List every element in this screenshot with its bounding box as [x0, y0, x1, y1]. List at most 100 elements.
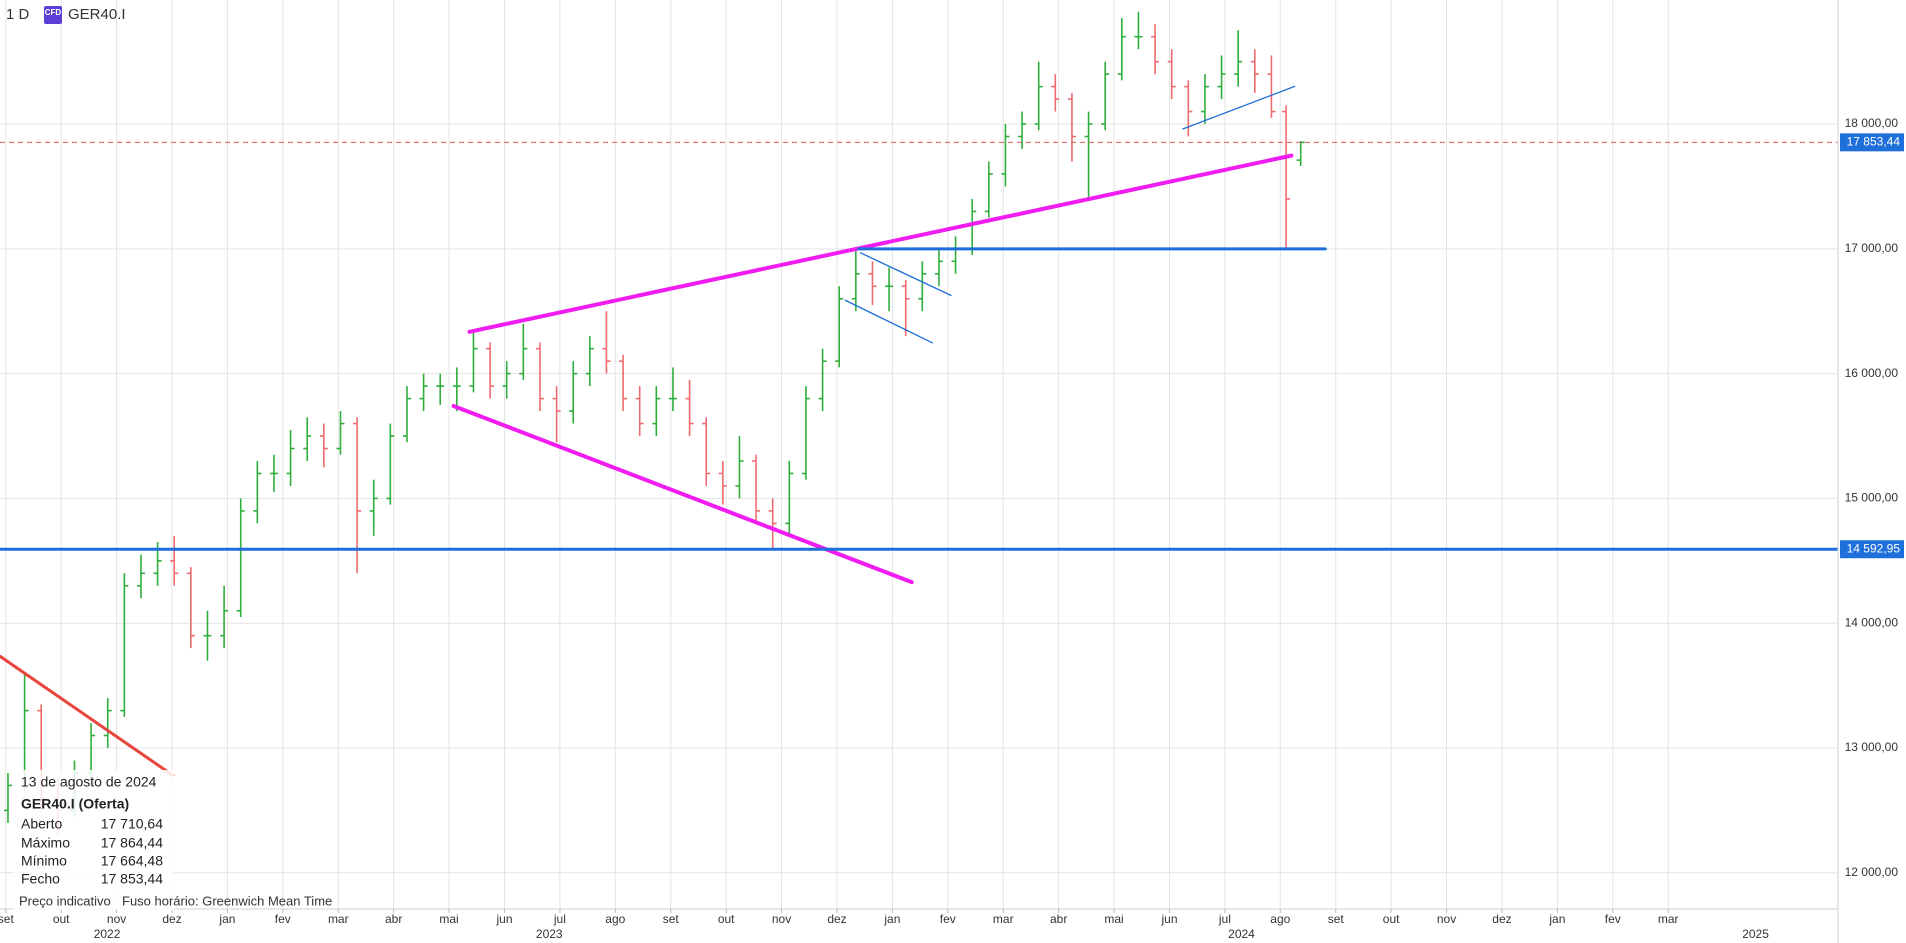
price-bar — [635, 386, 644, 437]
price-bar — [585, 336, 594, 387]
price-bar — [1018, 111, 1027, 150]
price-bar — [519, 323, 528, 380]
x-tick-label: mai — [439, 912, 458, 926]
tooltip-value: 17 710,64 — [101, 816, 163, 832]
price-bar — [885, 267, 894, 312]
price-bar — [818, 348, 827, 412]
tooltip-bg — [14, 770, 174, 910]
price-bar — [419, 373, 428, 412]
x-tick-label: jan — [218, 912, 235, 926]
x-tick-label: dez — [1492, 912, 1511, 926]
timezone: Fuso horário: Greenwich Mean Time — [122, 893, 332, 908]
price-bar — [353, 417, 362, 574]
tooltip: 13 de agosto de 2024 GER40.I (Oferta) Ab… — [14, 770, 174, 910]
axes: 12 000,00 13 000,00 14 000,00 15 000,00 16 0… — [0, 116, 1904, 941]
y-tick-label: 18 000,00 — [1845, 116, 1899, 130]
price-bar — [1267, 55, 1276, 118]
price-bar — [1101, 61, 1110, 131]
price-bar — [1134, 11, 1143, 50]
price-bar — [220, 585, 229, 649]
y-tick-label: 12 000,00 — [1845, 865, 1899, 879]
price-bar — [552, 386, 561, 443]
footer-note: Preço indicativo — [19, 893, 111, 908]
y-tick-label: 16 000,00 — [1845, 366, 1899, 380]
price-bar — [901, 280, 910, 337]
x-tick-label: out — [53, 912, 70, 926]
price-bar — [286, 429, 295, 486]
price-bar — [1282, 105, 1291, 249]
tooltip-value: 17 664,48 — [101, 853, 163, 869]
year-label: 2023 — [536, 927, 563, 941]
y-tick-label: 13 000,00 — [1845, 740, 1899, 754]
x-tick-label: fev — [275, 912, 291, 926]
x-tick-label: dez — [162, 912, 181, 926]
x-tick-label: ago — [605, 912, 625, 926]
price-level-label: 17 853,44 — [1847, 135, 1901, 149]
symbol[interactable]: GER40.I — [68, 6, 126, 23]
price-bar — [835, 286, 844, 368]
price-level-box — [1840, 540, 1904, 559]
price-bar — [918, 261, 927, 312]
price-level-box — [1840, 133, 1904, 152]
x-tick-label: fev — [940, 912, 956, 926]
symbol-icon — [44, 6, 62, 24]
price-bar — [186, 567, 195, 649]
price-bar — [668, 367, 677, 412]
tooltip-value: 17 853,44 — [101, 871, 163, 887]
price-bar — [1234, 30, 1243, 87]
y-tick-label: 14 000,00 — [1845, 615, 1899, 629]
price-bar — [319, 423, 328, 468]
x-tick-label: mar — [993, 912, 1014, 926]
x-tick-label: set — [0, 912, 14, 926]
grid — [0, 0, 1838, 909]
x-tick-label: jan — [883, 912, 900, 926]
x-tick-label: fev — [1605, 912, 1621, 926]
x-tick-label: abr — [1050, 912, 1067, 926]
x-tick-label: mai — [1104, 912, 1123, 926]
trend-line — [451, 403, 914, 585]
tooltip-label: Fecho — [21, 871, 60, 887]
price-bar — [203, 610, 212, 661]
trend-line — [0, 654, 175, 777]
price-bar — [236, 498, 245, 617]
price-bar — [436, 373, 445, 405]
tooltip-symbol: GER40.I (Oferta) — [21, 796, 129, 812]
x-tick-label: out — [1383, 912, 1400, 926]
symbol-badge: CFD — [45, 8, 62, 17]
price-bar — [619, 354, 628, 412]
price-bar — [253, 460, 262, 524]
price-bar — [469, 329, 478, 393]
x-tick-label: abr — [385, 912, 402, 926]
x-tick-label: jul — [553, 912, 566, 926]
x-tick-label: set — [663, 912, 680, 926]
trend-line — [1182, 85, 1296, 130]
price-bar — [1250, 49, 1259, 93]
price-bar — [303, 417, 312, 461]
price-bar — [1117, 17, 1126, 81]
price-bar — [136, 554, 145, 599]
x-tick-label: jan — [1548, 912, 1565, 926]
price-bar — [652, 386, 661, 437]
price-bar — [785, 460, 794, 536]
price-bar — [452, 367, 461, 412]
x-tick-label: set — [1328, 912, 1345, 926]
tooltip-date: 13 de agosto de 2024 — [21, 774, 157, 790]
trend-line — [859, 252, 952, 297]
price-bar — [3, 772, 12, 823]
price-bar — [103, 698, 112, 749]
price-bar — [1167, 49, 1176, 100]
price-bar — [718, 460, 727, 505]
interval[interactable]: 1 D — [6, 6, 30, 23]
trend-line — [467, 153, 1294, 334]
price-bar — [402, 386, 411, 443]
price-bar — [934, 248, 943, 287]
x-tick-label: nov — [772, 912, 791, 926]
price-bar — [1051, 74, 1060, 112]
x-tick-label: jun — [496, 912, 513, 926]
price-bar — [1151, 24, 1160, 75]
price-bar — [752, 454, 761, 524]
x-tick-label: nov — [1437, 912, 1456, 926]
x-tick-label: jun — [1160, 912, 1177, 926]
